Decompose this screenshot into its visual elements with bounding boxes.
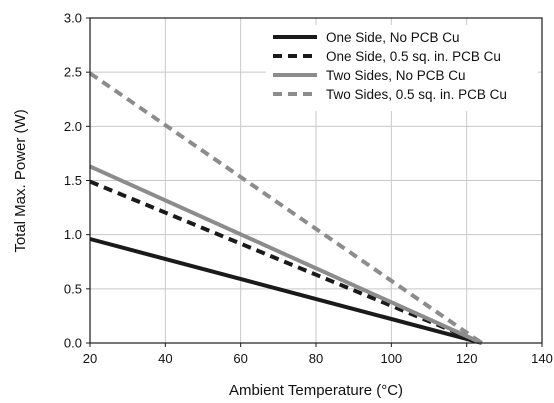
series-line-2	[89, 179, 483, 345]
axis-ticks: 20 40 60 80 100 120 140 0.0 0.5 1.0 1.5 2.0 2.5 3.0	[64, 11, 553, 367]
y-tick-label: 3.0	[64, 11, 82, 26]
x-tick-label: 80	[309, 351, 323, 366]
x-tick-label: 60	[233, 351, 247, 366]
y-tick-label: 1.5	[64, 173, 82, 188]
y-tick-label: 2.0	[64, 119, 82, 134]
legend-label-4: Two Sides, 0.5 sq. in. PCB Cu	[326, 87, 507, 102]
series-line-3	[89, 164, 483, 345]
legend-label-2: One Side, 0.5 sq. in. PCB Cu	[326, 49, 501, 64]
x-tick-label: 40	[158, 351, 172, 366]
legend-background	[266, 25, 538, 111]
y-tick-label: 2.5	[64, 65, 82, 80]
legend-label-3: Two Sides, No PCB Cu	[326, 68, 466, 83]
x-tick-label: 100	[380, 351, 402, 366]
x-tick-label: 120	[456, 351, 478, 366]
legend: One Side, No PCB Cu One Side, 0.5 sq. in.…	[266, 25, 538, 111]
y-tick-label: 0.5	[64, 281, 82, 296]
series-line-1	[89, 237, 483, 345]
y-tick-label: 1.0	[64, 227, 82, 242]
series-lines	[88, 71, 483, 345]
y-tick-label: 0.0	[64, 336, 82, 351]
legend-label-1: One Side, No PCB Cu	[326, 30, 460, 45]
x-axis-title: Ambient Temperature (°C)	[229, 382, 403, 399]
x-tick-label: 20	[83, 351, 97, 366]
series-line-4	[88, 71, 483, 345]
x-tick-label: 140	[531, 351, 553, 366]
y-axis-title: Total Max. Power (W)	[12, 109, 29, 252]
